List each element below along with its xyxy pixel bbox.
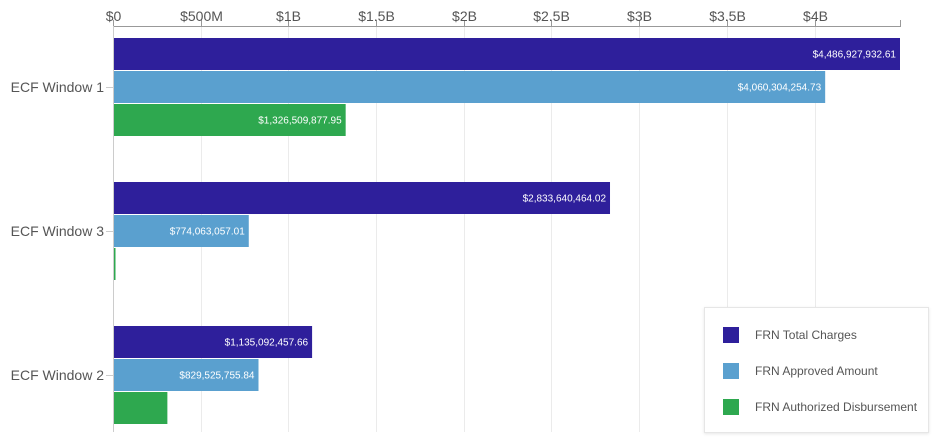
data-label: $2,833,640,464.02: [523, 194, 607, 205]
legend-label: FRN Approved Amount: [755, 364, 878, 378]
legend-label: FRN Authorized Disbursement: [755, 400, 918, 414]
category-label: ECF Window 3: [11, 223, 105, 239]
data-labels: $4,486,927,932.61 $4,060,304,254.73 $1,326…: [170, 50, 897, 382]
x-tick-label: $3B: [627, 8, 652, 24]
bar[interactable]: [114, 182, 611, 214]
data-label: $829,525,755.84: [179, 371, 255, 382]
data-label: $4,060,304,254.73: [738, 83, 822, 94]
legend-swatch-total-charges: [723, 327, 739, 343]
data-label: $1,135,092,457.66: [225, 338, 309, 349]
x-tick-label: $1B: [276, 8, 301, 24]
x-tick-label: $1.5B: [358, 8, 395, 24]
bar[interactable]: [114, 215, 249, 247]
x-tick-label: $0: [106, 8, 122, 24]
legend-item-total-charges[interactable]: FRN Total Charges: [723, 327, 857, 343]
bar[interactable]: [114, 326, 313, 358]
data-label: $4,486,927,932.61: [813, 50, 897, 61]
category-axis: ECF Window 1 ECF Window 3 ECF Window 2: [11, 26, 114, 432]
x-axis: $0 $500M $1B $1.5B $2B $2.5B $3B $3.5B $4B: [106, 8, 901, 27]
legend-item-approved-amount[interactable]: FRN Approved Amount: [723, 363, 878, 379]
category-label: ECF Window 2: [11, 367, 105, 383]
x-tick-label: $4B: [803, 8, 828, 24]
x-tick-label: $500M: [180, 8, 223, 24]
legend-item-authorized-disbursement[interactable]: FRN Authorized Disbursement: [723, 399, 917, 415]
data-label: $774,063,057.01: [170, 227, 246, 238]
x-tick-label: $2.5B: [533, 8, 570, 24]
bars: [114, 38, 900, 424]
legend-swatch-authorized-disbursement: [723, 399, 739, 415]
bar[interactable]: [114, 392, 168, 424]
bar[interactable]: [114, 248, 116, 280]
x-tick-label: $2B: [452, 8, 477, 24]
bar[interactable]: [114, 104, 346, 136]
bar[interactable]: [114, 38, 900, 70]
data-label: $1,326,509,877.95: [258, 116, 342, 127]
category-label: ECF Window 1: [11, 79, 105, 95]
legend-swatch-approved-amount: [723, 363, 739, 379]
legend: FRN Total Charges FRN Approved Amount FR…: [704, 307, 929, 433]
bar[interactable]: [114, 359, 259, 391]
x-tick-label: $3.5B: [709, 8, 746, 24]
legend-label: FRN Total Charges: [755, 328, 857, 342]
bar[interactable]: [114, 71, 826, 103]
